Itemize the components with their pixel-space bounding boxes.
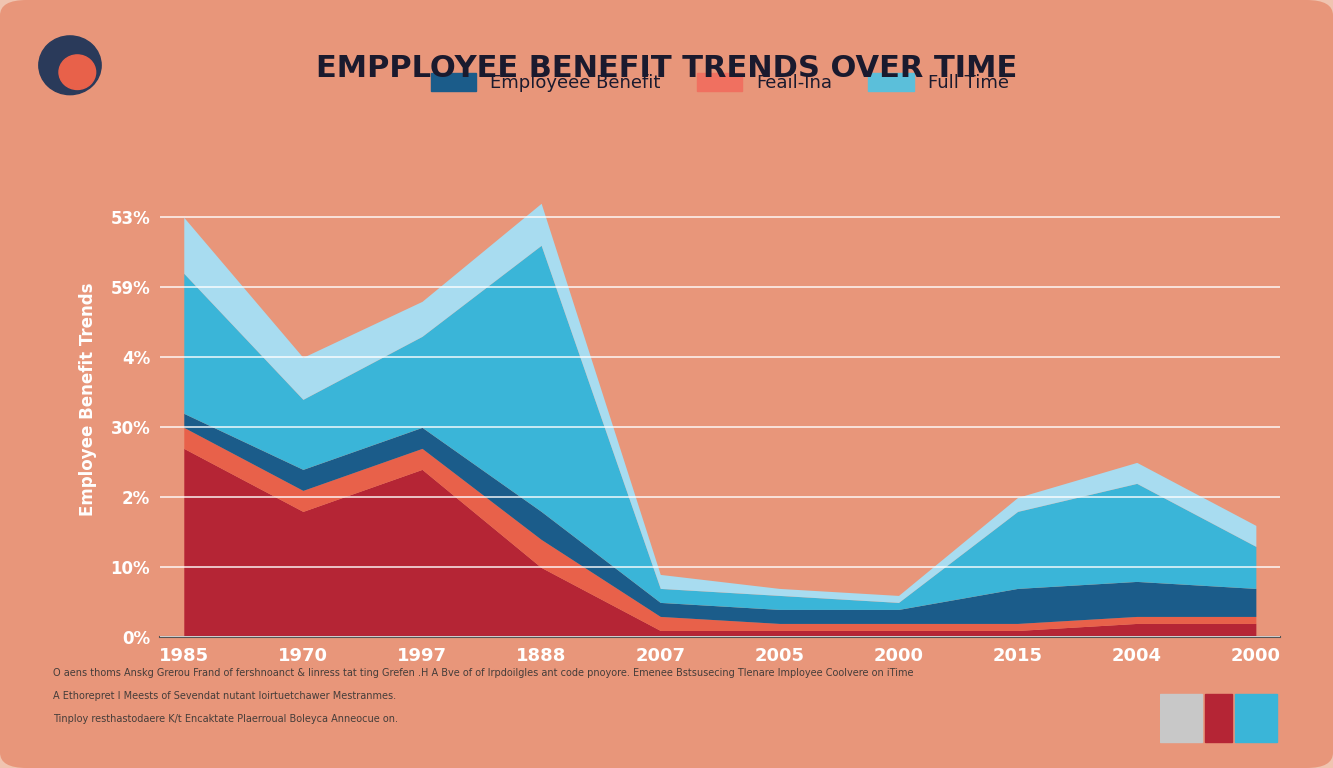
Bar bbox=[1160, 694, 1202, 742]
Legend: Employeee Benefit, Feail-Ina, Full Time: Employeee Benefit, Feail-Ina, Full Time bbox=[424, 65, 1016, 99]
Circle shape bbox=[59, 55, 96, 90]
Text: O aens thoms Anskg Grerou Frand of fershnoanct & linress tat ting Grefen .H A Bv: O aens thoms Anskg Grerou Frand of fersh… bbox=[53, 668, 914, 678]
Bar bbox=[1234, 694, 1277, 742]
Text: A Ethorepret I Meests of Sevendat nutant loirtuetchawer Mestranmes.: A Ethorepret I Meests of Sevendat nutant… bbox=[53, 691, 396, 701]
Circle shape bbox=[39, 36, 101, 94]
Text: EMPPLOYEE BENEFIT TRENDS OVER TIME: EMPPLOYEE BENEFIT TRENDS OVER TIME bbox=[316, 54, 1017, 83]
Text: Tinploy resthastodaere K/t Encaktate Plaerroual Boleyca Anneocue on.: Tinploy resthastodaere K/t Encaktate Pla… bbox=[53, 714, 399, 724]
Y-axis label: Employee Benefit Trends: Employee Benefit Trends bbox=[79, 283, 96, 516]
Bar bbox=[1205, 694, 1232, 742]
